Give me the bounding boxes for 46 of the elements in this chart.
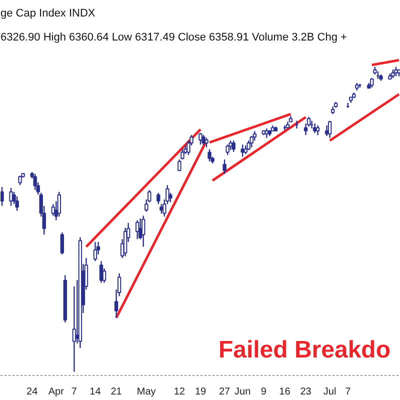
- candlestick: [250, 135, 254, 148]
- candlestick: [60, 232, 64, 255]
- x-tick-label: Jul: [323, 386, 336, 398]
- candlestick: [328, 120, 332, 138]
- candlestick: [246, 140, 250, 151]
- x-tick-label: Jun: [234, 386, 251, 398]
- x-tick-label: Apr: [48, 386, 65, 398]
- candlestick: [168, 192, 172, 203]
- candlestick: [93, 241, 98, 262]
- x-tick-label: 23: [300, 386, 312, 398]
- x-tick-label: 14: [90, 386, 102, 398]
- x-tick-label: 27: [219, 386, 231, 398]
- candlestick: [135, 220, 140, 240]
- candlestick: [222, 158, 226, 174]
- candlestick: [57, 191, 61, 218]
- x-tick-label: 7: [71, 386, 78, 398]
- candlestick: [226, 144, 230, 156]
- x-tick-label: May: [136, 386, 156, 398]
- chart-subtitle: 6326.90 High 6360.64 Low 6317.49 Close 6358.91 Volume 3.2B Chg +: [0, 32, 347, 44]
- candlestick: [0, 186, 4, 206]
- candlestick: [180, 148, 184, 160]
- x-tick-label: 9: [260, 386, 267, 398]
- candlestick: [198, 132, 202, 146]
- candlestick: [312, 122, 317, 134]
- candlestick: [370, 77, 374, 88]
- x-tick-label: 12: [174, 386, 186, 398]
- candlestick: [156, 192, 160, 205]
- candlestick: [33, 173, 37, 191]
- candlestick: [324, 124, 329, 137]
- candlestick: [202, 134, 206, 146]
- chart-title: ge Cap Index INDX: [0, 8, 96, 20]
- x-tick-label: 24: [26, 386, 38, 398]
- candlestick: [99, 260, 104, 284]
- candlestick: [160, 203, 164, 214]
- x-tick-label: 19: [194, 386, 206, 398]
- candlestick: [208, 148, 212, 162]
- candlestick: [9, 187, 13, 206]
- candlestick: [232, 140, 236, 153]
- annotation: Failed Breakdo: [218, 336, 391, 364]
- candlestick: [240, 144, 244, 158]
- candlestick: [123, 227, 128, 257]
- candlestick: [15, 196, 19, 212]
- x-tick-label: 7: [345, 386, 352, 398]
- x-tick-label: 21: [110, 386, 122, 398]
- candlestick: [18, 175, 22, 186]
- x-tick-label: 16: [279, 386, 291, 398]
